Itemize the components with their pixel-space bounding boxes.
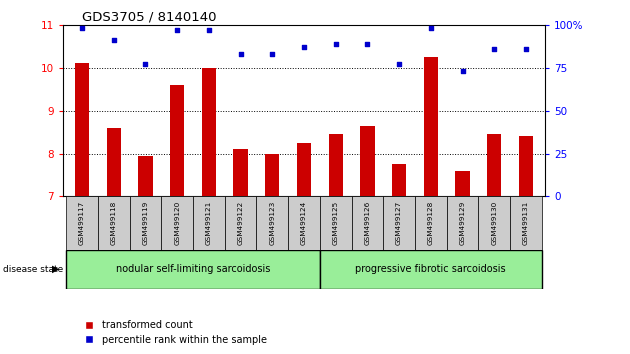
- Bar: [106, 128, 121, 196]
- Bar: [510, 196, 542, 250]
- Text: GSM499122: GSM499122: [238, 201, 244, 245]
- Bar: [225, 196, 256, 250]
- Bar: [320, 250, 542, 289]
- Point: [299, 44, 309, 50]
- Text: GSM499121: GSM499121: [206, 201, 212, 245]
- Text: ▶: ▶: [52, 264, 60, 274]
- Bar: [265, 154, 279, 196]
- Bar: [161, 196, 193, 250]
- Point: [172, 27, 182, 33]
- Text: GSM499124: GSM499124: [301, 201, 307, 245]
- Bar: [297, 143, 311, 196]
- Bar: [288, 196, 320, 250]
- Text: GSM499123: GSM499123: [269, 201, 275, 245]
- Text: GSM499117: GSM499117: [79, 201, 85, 245]
- Bar: [329, 134, 343, 196]
- Point: [236, 51, 246, 57]
- Bar: [202, 68, 216, 196]
- Bar: [447, 196, 478, 250]
- Text: GSM499129: GSM499129: [459, 201, 466, 245]
- Point: [457, 68, 467, 74]
- Point: [521, 46, 531, 52]
- Text: disease state: disease state: [3, 264, 64, 274]
- Bar: [66, 250, 320, 289]
- Point: [394, 62, 404, 67]
- Text: nodular self-limiting sarcoidosis: nodular self-limiting sarcoidosis: [116, 264, 270, 274]
- Text: GSM499118: GSM499118: [111, 201, 117, 245]
- Bar: [130, 196, 161, 250]
- Bar: [415, 196, 447, 250]
- Text: GDS3705 / 8140140: GDS3705 / 8140140: [82, 11, 216, 24]
- Bar: [352, 196, 383, 250]
- Bar: [256, 196, 288, 250]
- Point: [77, 25, 87, 31]
- Bar: [170, 85, 185, 196]
- Legend: transformed count, percentile rank within the sample: transformed count, percentile rank withi…: [81, 316, 271, 349]
- Bar: [383, 196, 415, 250]
- Text: GSM499131: GSM499131: [523, 201, 529, 245]
- Bar: [320, 196, 352, 250]
- Point: [489, 46, 499, 52]
- Point: [140, 62, 151, 67]
- Text: GSM499127: GSM499127: [396, 201, 402, 245]
- Text: GSM499119: GSM499119: [142, 201, 149, 245]
- Bar: [139, 156, 152, 196]
- Text: GSM499120: GSM499120: [174, 201, 180, 245]
- Bar: [193, 196, 225, 250]
- Bar: [360, 126, 374, 196]
- Bar: [423, 57, 438, 196]
- Bar: [455, 171, 469, 196]
- Point: [331, 41, 341, 46]
- Text: GSM499126: GSM499126: [364, 201, 370, 245]
- Bar: [487, 134, 501, 196]
- Bar: [478, 196, 510, 250]
- Text: GSM499125: GSM499125: [333, 201, 339, 245]
- Text: GSM499130: GSM499130: [491, 201, 497, 245]
- Text: GSM499128: GSM499128: [428, 201, 434, 245]
- Bar: [518, 136, 533, 196]
- Bar: [98, 196, 130, 250]
- Bar: [75, 63, 89, 196]
- Bar: [66, 196, 98, 250]
- Point: [109, 38, 119, 43]
- Point: [426, 25, 436, 31]
- Point: [362, 41, 372, 46]
- Bar: [392, 164, 406, 196]
- Point: [204, 27, 214, 33]
- Text: progressive fibrotic sarcoidosis: progressive fibrotic sarcoidosis: [355, 264, 506, 274]
- Point: [267, 51, 277, 57]
- Bar: [234, 149, 248, 196]
